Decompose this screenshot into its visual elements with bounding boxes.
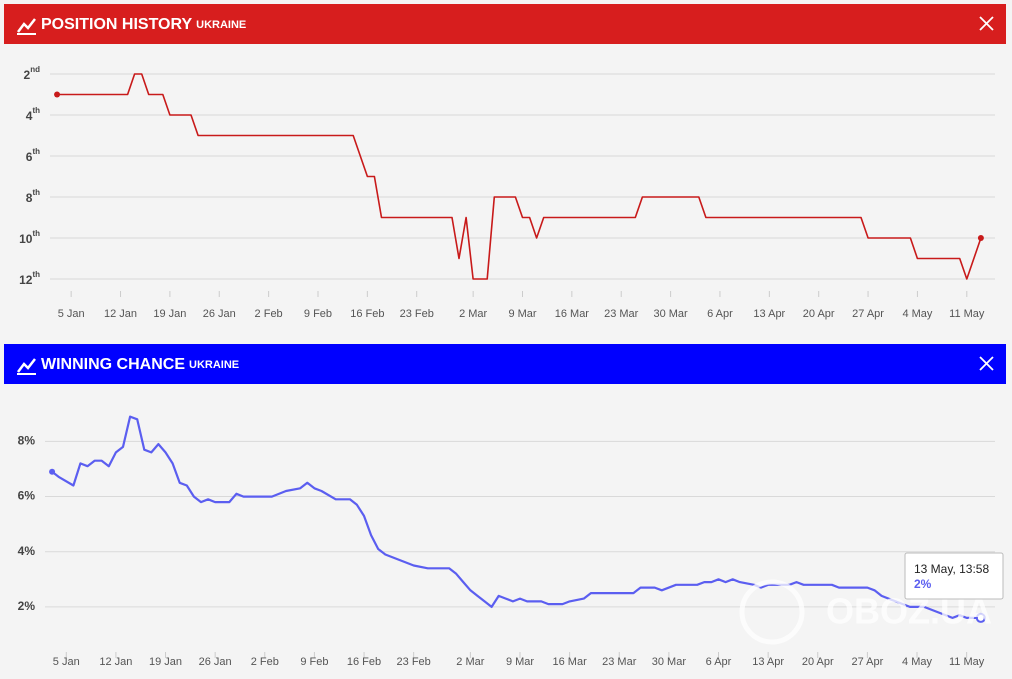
panel-title: WINNING CHANCE UKRAINE: [41, 356, 239, 373]
x-tick-label: 23 Mar: [602, 656, 637, 668]
y-tick-label: 12th: [19, 270, 40, 287]
watermark-globe: [739, 579, 805, 645]
title: POSITION HISTORY: [41, 16, 192, 33]
x-tick-label: 23 Feb: [397, 656, 431, 668]
subtitle: UKRAINE: [196, 19, 246, 31]
chart-icon: [17, 18, 36, 33]
close-icon[interactable]: [979, 16, 994, 31]
x-tick-label: 11 May: [949, 656, 985, 668]
x-tick-label: 6 Apr: [707, 308, 733, 320]
line: [57, 73, 982, 280]
x-tick-label: 27 Apr: [851, 656, 883, 668]
tooltip-title: 13 May, 13:58: [914, 562, 989, 576]
x-tick-label: 13 Apr: [753, 308, 785, 320]
x-tick-label: 12 Jan: [104, 308, 137, 320]
tooltip-value: 2%: [914, 577, 932, 591]
title: WINNING CHANCE: [41, 356, 185, 373]
y-tick-label: 4%: [18, 544, 36, 558]
y-tick-label: 8th: [26, 188, 40, 205]
start-point: [49, 468, 56, 475]
y-tick-label: 6th: [26, 147, 40, 164]
panel-header: [4, 344, 1006, 384]
x-tick-label: 6 Apr: [706, 656, 732, 668]
x-tick-label: 12 Jan: [99, 656, 132, 668]
chart-icon: [17, 358, 36, 373]
x-tick-label: 5 Jan: [58, 308, 85, 320]
x-tick-label: 2 Feb: [251, 656, 279, 668]
x-tick-label: 20 Apr: [802, 656, 834, 668]
y-tick-label: 2nd: [24, 65, 41, 82]
x-tick-label: 20 Apr: [803, 308, 835, 320]
x-tick-label: 2 Mar: [456, 656, 484, 668]
x-tick-label: 23 Feb: [400, 308, 434, 320]
y-tick-label: 2%: [18, 599, 36, 613]
x-tick-label: 19 Jan: [149, 656, 182, 668]
x-tick-label: 30 Mar: [652, 656, 687, 668]
tooltip-box: [904, 552, 1004, 600]
x-tick-label: 16 Mar: [555, 308, 590, 320]
x-tick-label: 11 May: [949, 308, 985, 320]
subtitle: UKRAINE: [189, 359, 239, 371]
x-tick-label: 27 Apr: [852, 308, 884, 320]
y-tick-label: 8%: [18, 434, 36, 448]
x-tick-label: 16 Mar: [553, 656, 588, 668]
close-icon[interactable]: [979, 356, 994, 371]
close-button[interactable]: [979, 356, 994, 371]
y-tick-label: 4th: [26, 106, 40, 123]
x-tick-label: 30 Mar: [653, 308, 688, 320]
start-point: [54, 91, 61, 98]
panel-header: [4, 4, 1006, 44]
x-tick-label: 16 Feb: [347, 656, 381, 668]
x-tick-label: 4 May: [902, 656, 932, 668]
x-tick-label: 26 Jan: [203, 308, 236, 320]
x-tick-label: 2 Feb: [255, 308, 283, 320]
panel-title: POSITION HISTORY UKRAINE: [41, 16, 246, 33]
tooltip: 13 May, 13:582%: [904, 552, 1004, 600]
x-tick-label: 23 Mar: [604, 308, 639, 320]
close-button[interactable]: [979, 16, 994, 31]
x-tick-label: 16 Feb: [350, 308, 384, 320]
x-tick-label: 19 Jan: [153, 308, 186, 320]
y-tick-label: 10th: [19, 229, 40, 246]
x-tick-label: 4 May: [902, 308, 932, 320]
y-tick-label: 6%: [18, 489, 36, 503]
x-tick-label: 9 Mar: [508, 308, 536, 320]
x-tick-label: 9 Feb: [300, 656, 328, 668]
x-tick-label: 9 Mar: [506, 656, 534, 668]
x-tick-label: 9 Feb: [304, 308, 332, 320]
x-tick-label: 13 Apr: [752, 656, 784, 668]
x-tick-label: 26 Jan: [199, 656, 232, 668]
x-tick-label: 2 Mar: [459, 308, 487, 320]
end-point: [977, 235, 984, 241]
hover-point: [975, 612, 986, 623]
x-tick-label: 5 Jan: [53, 656, 80, 668]
